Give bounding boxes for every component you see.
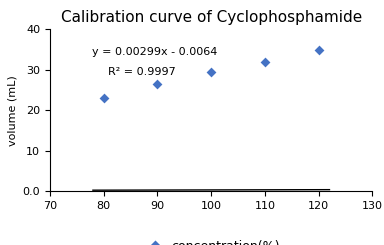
Point	[101, 96, 107, 100]
Point	[316, 48, 322, 52]
Point	[262, 60, 268, 64]
Point	[208, 70, 214, 74]
Text: R² = 0.9997: R² = 0.9997	[108, 67, 176, 77]
Text: y = 0.00299x - 0.0064: y = 0.00299x - 0.0064	[92, 47, 217, 57]
Point	[154, 82, 161, 86]
Title: Calibration curve of Cyclophosphamide: Calibration curve of Cyclophosphamide	[61, 11, 362, 25]
Legend: concentration(%): concentration(%)	[137, 235, 285, 245]
Y-axis label: volume (mL): volume (mL)	[7, 75, 17, 146]
